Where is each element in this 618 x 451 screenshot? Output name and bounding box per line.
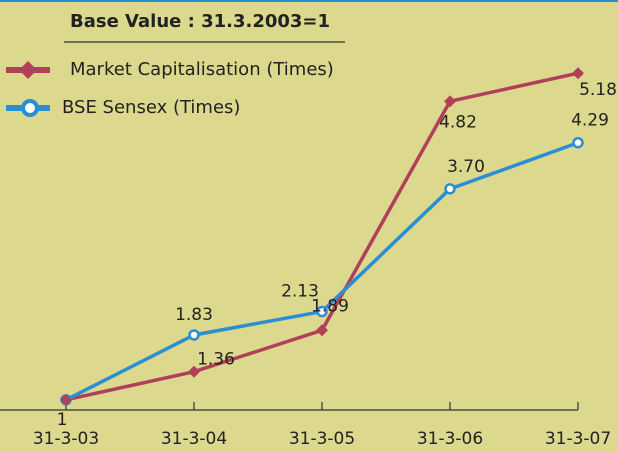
data-point xyxy=(444,183,456,195)
data-point xyxy=(316,305,328,318)
data-point xyxy=(60,393,72,406)
legend-marker xyxy=(21,99,39,117)
data-label: 1.36 xyxy=(197,350,235,370)
data-point xyxy=(188,365,200,378)
legend-marker xyxy=(19,61,37,79)
legend-label: BSE Sensex (Times) xyxy=(62,97,240,118)
data-label: 4.82 xyxy=(439,112,477,132)
x-tick-label: 31-3-07 xyxy=(545,429,611,449)
data-point xyxy=(572,136,584,149)
data-label: 1 xyxy=(57,410,68,430)
data-label: 2.13 xyxy=(281,282,319,302)
data-label: 3.70 xyxy=(447,157,485,177)
chart-title: Base Value : 31.3.2003=1 xyxy=(70,11,330,32)
data-point xyxy=(316,324,328,337)
data-label: 1.89 xyxy=(311,296,349,316)
data-label: 5.18 xyxy=(579,80,617,100)
data-point xyxy=(572,67,584,80)
data-point xyxy=(444,95,456,108)
x-tick-label: 31-3-05 xyxy=(289,429,355,449)
x-tick-label: 31-3-03 xyxy=(33,429,99,449)
data-label: 1.83 xyxy=(175,305,213,325)
data-label: 4.29 xyxy=(571,111,609,131)
x-tick-label: 31-3-04 xyxy=(161,429,227,449)
x-tick-label: 31-3-06 xyxy=(417,429,483,449)
legend-label: Market Capitalisation (Times) xyxy=(70,59,334,80)
data-point xyxy=(188,329,200,341)
